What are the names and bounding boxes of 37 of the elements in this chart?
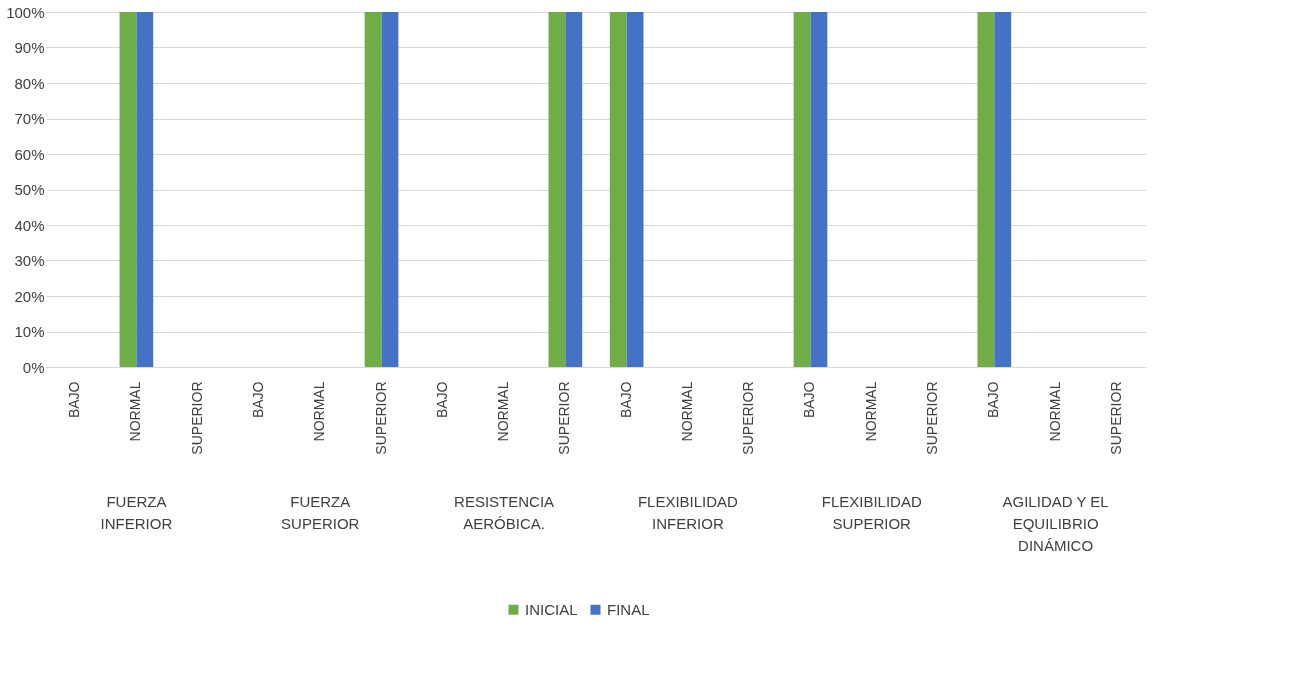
x-tick-label: BAJO [801, 381, 818, 419]
y-tick-label: 40% [14, 216, 45, 234]
x-tick-label: SUPERIOR [556, 381, 573, 455]
y-tick-label: 90% [14, 39, 45, 56]
x-tick-label: BAJO [66, 381, 83, 419]
x-tick-label: SUPERIOR [1107, 381, 1124, 455]
x-tick-label: BAJO [249, 381, 266, 419]
y-tick-label: 10% [14, 323, 45, 340]
x-tick-label: SUPERIOR [924, 381, 941, 455]
x-tick-label: BAJO [433, 381, 450, 419]
y-tick-label: 0% [22, 358, 45, 376]
x-tick-label: SUPERIOR [740, 381, 757, 455]
y-tick-label: 70% [14, 110, 45, 127]
text: FUERZA SUPERIOR [281, 493, 360, 532]
x-tick-label: NORMAL [127, 381, 144, 442]
legend-label: INICIAL [525, 600, 578, 618]
text: FLEXIBILIDAD SUPERIOR [821, 493, 922, 532]
text: AGILIDAD Y EL EQUILIBRIO DINÁMICO [1002, 493, 1109, 554]
y-tick-label: 60% [14, 145, 45, 163]
x-tick-label: NORMAL [678, 381, 695, 442]
x-tick-label: BAJO [985, 381, 1002, 419]
x-tick-label: NORMAL [311, 381, 328, 442]
text: FLEXIBILIDAD INFERIOR [637, 493, 739, 532]
x-tick-label: NORMAL [1046, 381, 1063, 442]
y-tick-label: 20% [14, 287, 45, 305]
y-tick-label: 50% [14, 181, 45, 198]
y-tick-label: 100% [6, 3, 45, 21]
y-tick-label: 30% [14, 252, 45, 269]
x-tick-label: BAJO [617, 381, 634, 419]
x-tick-label: NORMAL [495, 381, 512, 442]
x-tick-label: NORMAL [862, 381, 879, 442]
y-tick-label: 80% [14, 74, 45, 92]
x-tick-label: SUPERIOR [188, 381, 205, 455]
x-tick-label: SUPERIOR [372, 381, 389, 455]
text: RESISTENCIA AERÓBICA. [454, 493, 555, 532]
legend-label: FINAL [607, 600, 650, 618]
text: FUERZA INFERIOR [100, 493, 173, 532]
